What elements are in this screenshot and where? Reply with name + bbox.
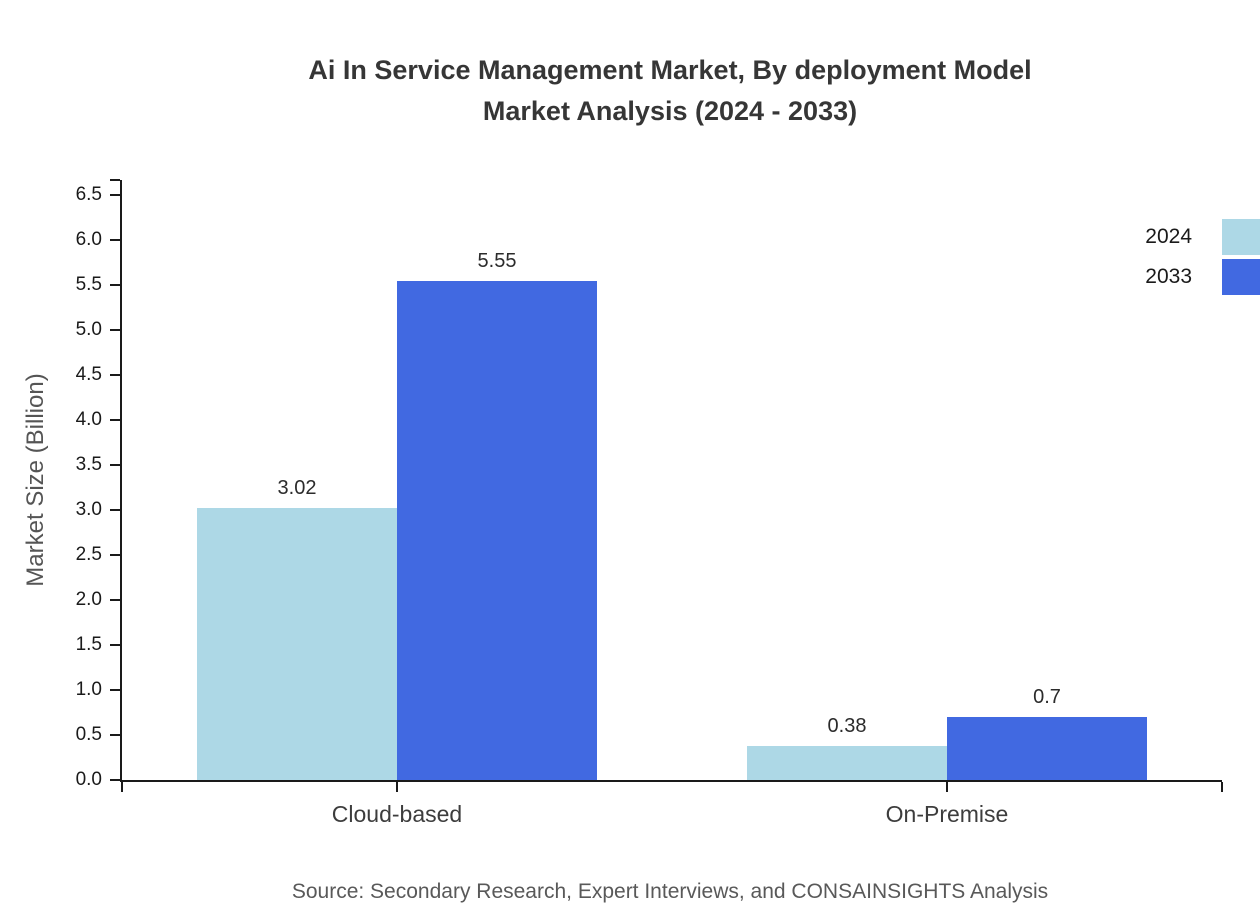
category-label: On-Premise bbox=[885, 801, 1009, 827]
legend: 2024 2033 bbox=[1145, 219, 1260, 295]
legend-label-2024: 2024 bbox=[1145, 225, 1192, 248]
chart-title-line2: Market Analysis (2024 - 2033) bbox=[482, 96, 858, 126]
source-note: Source: Secondary Research, Expert Inter… bbox=[291, 880, 1049, 903]
y-tick-label: 2.0 bbox=[75, 589, 102, 611]
y-tick-mark bbox=[110, 239, 120, 242]
y-tick-label: 3.0 bbox=[75, 499, 102, 521]
y-tick-label: 3.5 bbox=[75, 454, 102, 476]
x-axis-end-tick bbox=[121, 782, 123, 792]
y-tick-mark bbox=[110, 464, 120, 467]
bar-On-Premise-2024 bbox=[747, 745, 947, 780]
y-tick-mark bbox=[110, 599, 120, 602]
y-tick-label: 5.5 bbox=[75, 274, 102, 296]
legend-swatch-2024 bbox=[1222, 219, 1260, 255]
chart-title: Ai In Service Management Market, By depl… bbox=[120, 50, 1220, 132]
plot-area: 0.0 0.5 1.0 1.5 2.0 2.5 3.0 3.5 4.0 4.5 5.0 5.5 6.0 6… bbox=[76, 179, 1223, 827]
bar-value-label: 3.02 bbox=[277, 477, 317, 500]
bar-value-label: 0.38 bbox=[827, 714, 867, 737]
y-tick-mark bbox=[110, 689, 120, 692]
y-tick-label: 6.5 bbox=[75, 184, 102, 206]
y-tick-label: 5.0 bbox=[75, 319, 102, 341]
y-tick-mark bbox=[110, 509, 120, 512]
legend-label-2033: 2033 bbox=[1145, 265, 1192, 288]
legend-item-2033: 2033 bbox=[1145, 259, 1260, 295]
bar-Cloud-based-2024 bbox=[197, 508, 397, 780]
bar-On-Premise-2033 bbox=[947, 717, 1147, 780]
y-tick-mark bbox=[110, 284, 120, 287]
y-tick-mark bbox=[110, 194, 120, 197]
x-axis-end-tick bbox=[1221, 782, 1223, 792]
y-tick-label: 4.5 bbox=[75, 364, 102, 386]
y-tick-label: 0.0 bbox=[75, 769, 102, 790]
x-tick-mark bbox=[946, 782, 948, 792]
bar-value-label: 0.7 bbox=[1033, 686, 1061, 709]
y-tick-mark bbox=[110, 734, 120, 737]
bar-Cloud-based-2033 bbox=[397, 280, 597, 780]
y-tick-label: 4.0 bbox=[75, 409, 102, 431]
y-tick-mark bbox=[110, 419, 120, 422]
x-tick-mark bbox=[396, 782, 398, 792]
y-tick-mark bbox=[110, 329, 120, 332]
y-tick-mark bbox=[110, 554, 120, 557]
y-tick-mark bbox=[110, 644, 120, 647]
y-tick-label: 1.0 bbox=[75, 679, 102, 701]
y-tick-label: 2.5 bbox=[75, 544, 102, 566]
y-tick-label: 1.5 bbox=[75, 634, 102, 656]
legend-item-2024: 2024 bbox=[1145, 219, 1260, 255]
y-tick-label: 0.5 bbox=[75, 724, 102, 746]
legend-swatch-2033 bbox=[1222, 259, 1260, 295]
bar-value-label: 5.55 bbox=[477, 249, 517, 272]
chart-title-line1: Ai In Service Management Market, By depl… bbox=[308, 55, 1032, 85]
y-tick-label: 6.0 bbox=[75, 229, 102, 251]
y-tick-mark bbox=[110, 779, 120, 781]
y-axis-end-tick bbox=[110, 179, 120, 181]
y-tick-mark bbox=[110, 374, 120, 377]
category-label: Cloud-based bbox=[331, 801, 463, 827]
